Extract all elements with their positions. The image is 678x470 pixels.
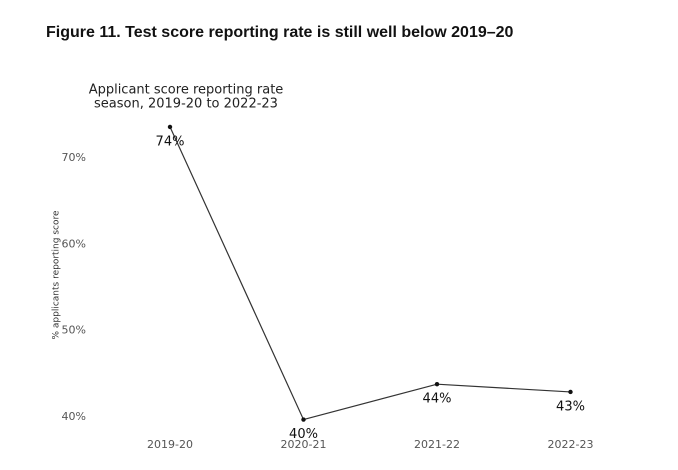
data-label: 44% bbox=[423, 392, 452, 407]
line bbox=[169, 126, 571, 421]
y-tick-label: 50% bbox=[62, 324, 86, 337]
y-tick-label: 40% bbox=[62, 410, 86, 423]
data-label: 40% bbox=[289, 427, 318, 442]
chart-subtitle: Applicant score reporting rate bbox=[89, 83, 284, 98]
data-label: 74% bbox=[156, 134, 185, 149]
point bbox=[568, 389, 573, 395]
chart-title: Figure 11. Test score reporting rate is … bbox=[46, 24, 514, 41]
y-tick-label: 60% bbox=[62, 237, 86, 250]
point bbox=[434, 381, 440, 387]
x-tick-label: 2021-22 bbox=[414, 438, 460, 451]
x-tick-label: 2022-23 bbox=[548, 438, 594, 451]
point bbox=[167, 124, 173, 130]
data-label: 43% bbox=[556, 399, 585, 414]
x-tick-label: 2020-21 bbox=[281, 438, 327, 451]
x-tick-label: 2019-20 bbox=[147, 438, 193, 451]
y-axis-label: % applicants reporting score bbox=[52, 210, 62, 340]
y-tick-label: 70% bbox=[62, 151, 86, 164]
point bbox=[301, 417, 306, 422]
chart-subtitle: season, 2019-20 to 2022-23 bbox=[94, 97, 278, 112]
